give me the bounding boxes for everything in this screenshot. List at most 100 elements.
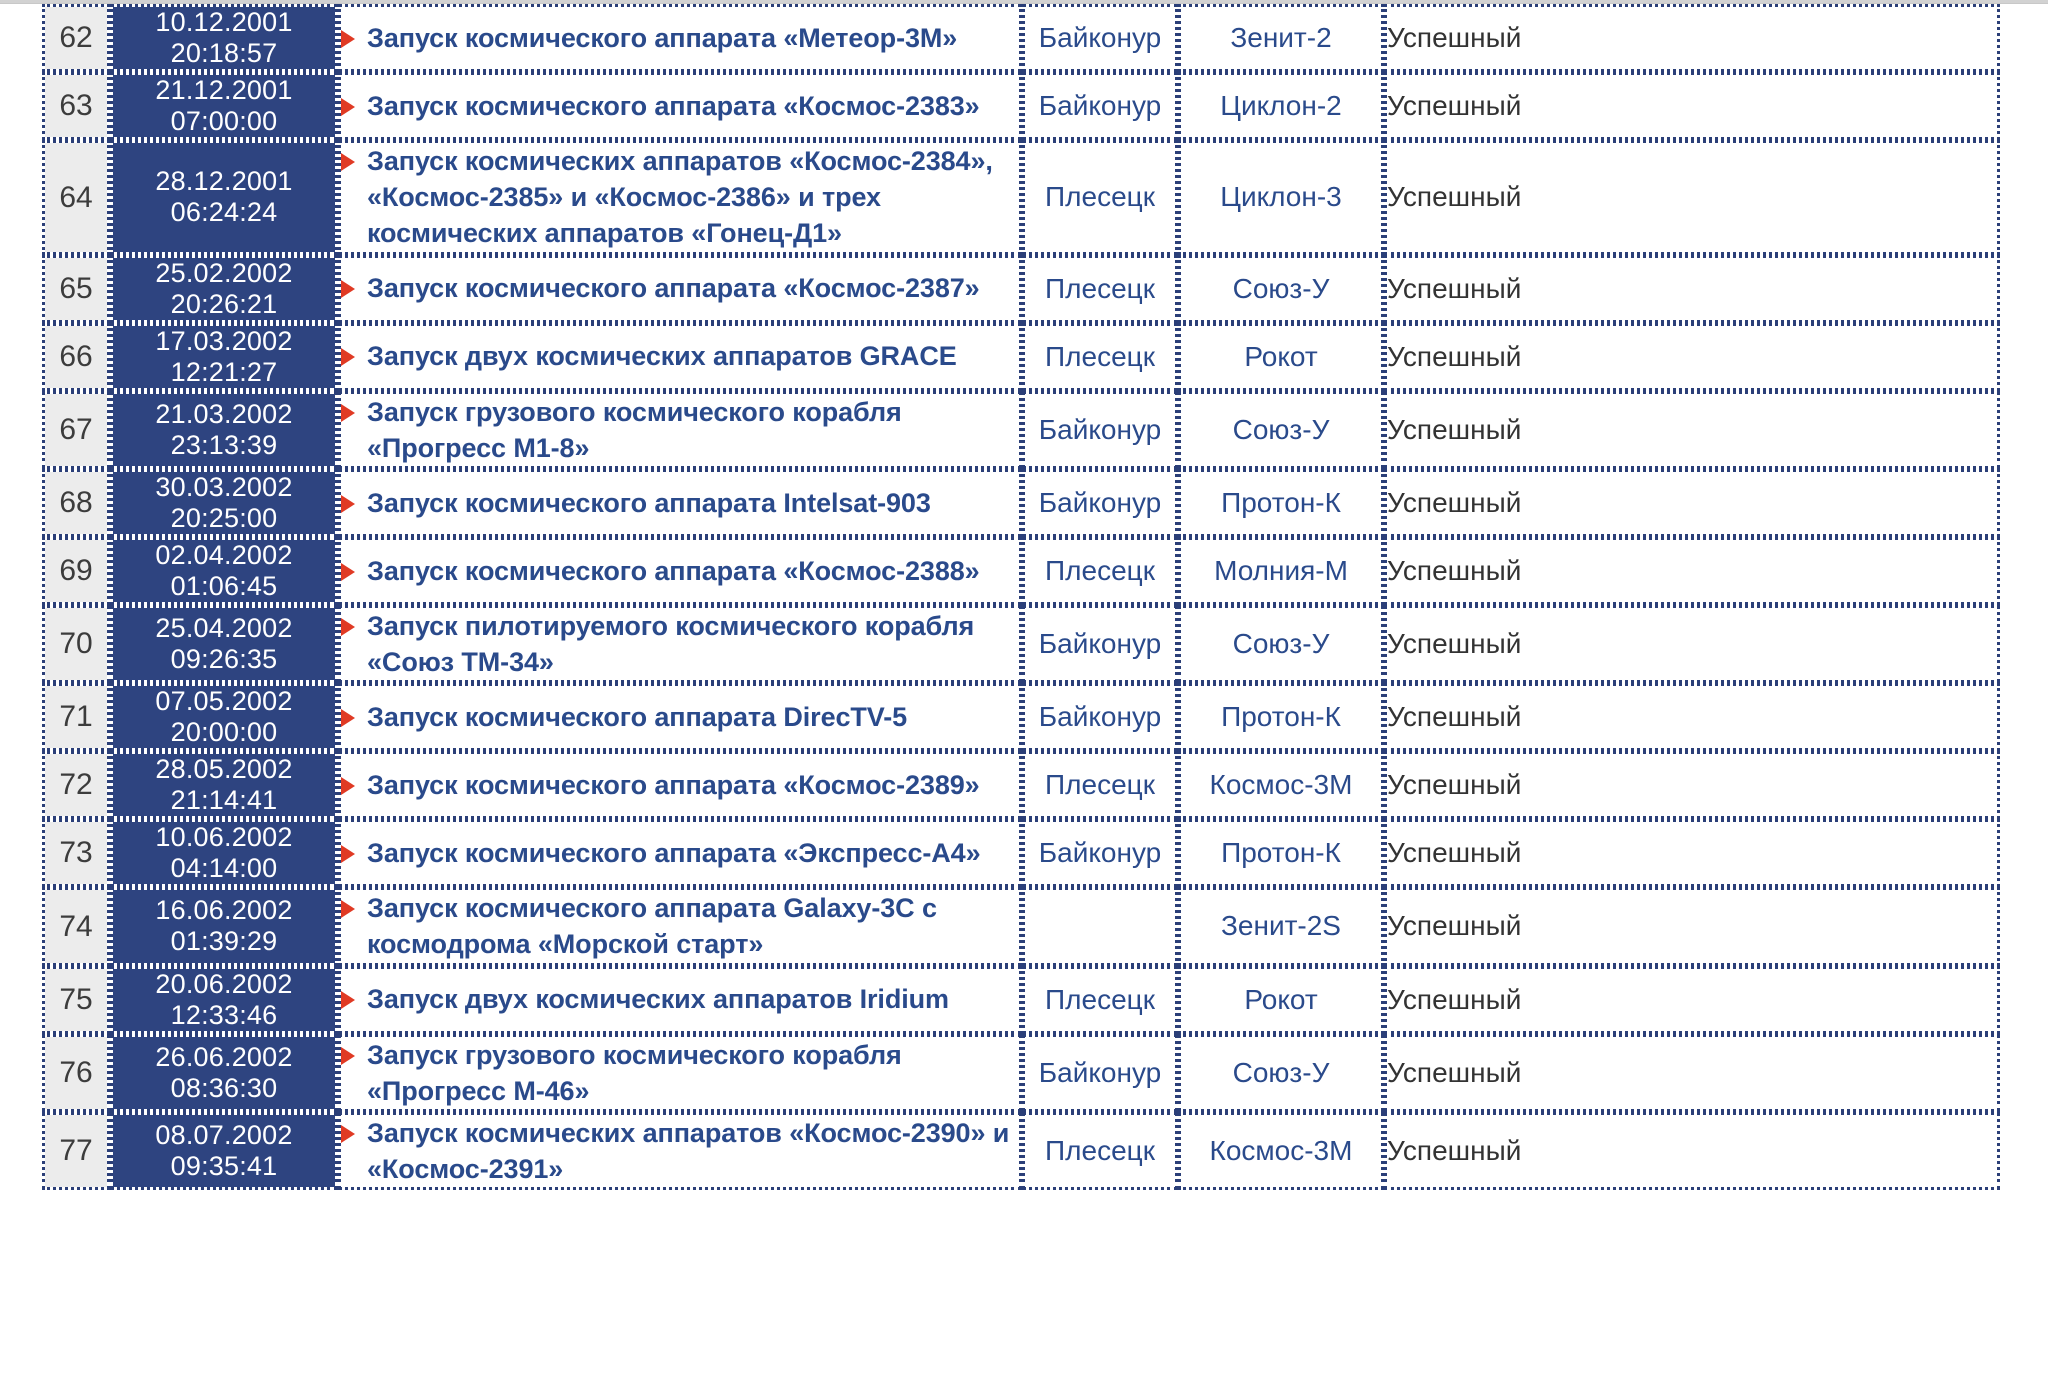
description-row: Запуск грузового космического корабля «П… [341,394,1019,466]
launch-description-link[interactable]: Запуск космического аппарата «Космос-238… [367,90,980,121]
launch-status-cell: Успешный [1384,72,2000,140]
launch-description-cell[interactable]: Запуск космического аппарата «Космос-238… [338,72,1022,140]
launch-datetime-cell: 28.05.2002 21:14:41 [110,751,338,820]
launch-description-cell[interactable]: Запуск космического аппарата DirecTV-5 [338,683,1022,752]
table-row: 68 30.03.2002 20:25:00 Запуск космического… [42,468,2000,537]
rocket-cell: Рокот [1178,322,1384,391]
description-row: Запуск космического аппарата «Метеор-3М» [341,20,1019,56]
triangle-bullet-icon [341,617,355,636]
row-number-cell: 73 [42,819,110,888]
table-row: 75 20.06.2002 12:33:46 Запуск двух космиче… [42,965,2000,1034]
row-number-cell: 77 [42,1111,110,1191]
rocket-cell: Союз-У [1178,1033,1384,1112]
cosmodrome-cell: Байконур [1022,390,1178,469]
launch-description-link[interactable]: Запуск космических аппаратов «Космос-239… [367,1117,1010,1185]
launch-description-link[interactable]: Запуск космического аппарата «Метеор-3М» [367,22,958,53]
launch-description-cell[interactable]: Запуск пилотируемого космического корабл… [338,604,1022,684]
launch-description-link[interactable]: Запуск космического аппарата «Экспресс-А… [367,838,981,869]
launch-datetime-cell: 30.03.2002 20:25:00 [110,468,338,537]
launch-datetime-cell: 28.12.2001 06:24:24 [110,140,338,255]
launch-description-link[interactable]: Запуск космического аппарата Galaxy-3C с… [367,893,937,960]
row-number-cell: 64 [42,140,110,255]
launch-description-link[interactable]: Запуск космических аппаратов «Космос-238… [367,146,993,249]
rocket-cell: Протон-К [1178,819,1384,888]
triangle-bullet-icon [341,1124,355,1143]
triangle-bullet-icon [341,900,355,919]
launch-description-cell[interactable]: Запуск космических аппаратов «Космос-239… [338,1111,1022,1191]
launch-status-cell: Успешный [1384,1111,2000,1191]
launch-description-link[interactable]: Запуск космического аппарата «Космос-238… [367,273,980,304]
launch-datetime-cell: 25.02.2002 20:26:21 [110,254,338,323]
table-row: 63 21.12.2001 07:00:00 Запуск космического… [42,72,2000,140]
rocket-cell: Космос-3М [1178,751,1384,820]
launch-description-cell[interactable]: Запуск космического аппарата «Экспресс-А… [338,819,1022,888]
cosmodrome-cell: Плесецк [1022,536,1178,605]
table-row: 70 25.04.2002 09:26:35 Запуск пилотируемог… [42,604,2000,684]
launch-description-cell[interactable]: Запуск космического аппарата Galaxy-3C с… [338,887,1022,966]
table-row: 64 28.12.2001 06:24:24 Запуск космических … [42,140,2000,255]
cosmodrome-cell: Плесецк [1022,254,1178,323]
rocket-cell: Циклон-3 [1178,140,1384,255]
launch-description-link[interactable]: Запуск двух космических аппаратов Iridiu… [367,984,949,1015]
triangle-bullet-icon [341,280,355,299]
launch-description-link[interactable]: Запуск космического аппарата DirecTV-5 [367,702,908,733]
rocket-cell: Космос-3М [1178,1111,1384,1191]
cosmodrome-cell: Байконур [1022,819,1178,888]
row-number-cell: 74 [42,887,110,966]
launch-status-cell: Успешный [1384,819,2000,888]
launch-datetime-cell: 02.04.2002 01:06:45 [110,536,338,605]
triangle-bullet-icon [341,562,355,581]
launch-datetime-cell: 10.12.2001 20:18:57 [110,4,338,72]
row-number-cell: 65 [42,254,110,323]
row-number-cell: 72 [42,751,110,820]
description-row: Запуск космического аппарата «Космос-238… [341,270,1019,306]
table-row: 77 08.07.2002 09:35:41 Запуск космических … [42,1111,2000,1191]
description-row: Запуск грузового космического корабля «П… [341,1037,1019,1109]
launch-description-cell[interactable]: Запуск космических аппаратов «Космос-238… [338,140,1022,255]
table-row: 67 21.03.2002 23:13:39 Запуск грузового ко… [42,390,2000,469]
launch-description-cell[interactable]: Запуск космического аппарата «Космос-238… [338,254,1022,323]
rocket-cell: Циклон-2 [1178,72,1384,140]
launch-description-cell[interactable]: Запуск двух космических аппаратов Iridiu… [338,965,1022,1034]
rocket-cell: Рокот [1178,965,1384,1034]
launch-description-cell[interactable]: Запуск двух космических аппаратов GRACE [338,322,1022,391]
launch-description-link[interactable]: Запуск космического аппарата «Космос-238… [367,555,980,586]
description-row: Запуск космических аппаратов «Космос-238… [341,143,1019,252]
table-row: 69 02.04.2002 01:06:45 Запуск космического… [42,536,2000,605]
launch-description-cell[interactable]: Запуск грузового космического корабля «П… [338,1033,1022,1112]
launch-datetime-cell: 20.06.2002 12:33:46 [110,965,338,1034]
rocket-cell: Зенит-2 [1178,4,1384,72]
table-row: 65 25.02.2002 20:26:21 Запуск космического… [42,254,2000,323]
launch-description-cell[interactable]: Запуск грузового космического корабля «П… [338,390,1022,469]
launch-status-cell: Успешный [1384,1033,2000,1112]
cosmodrome-cell: Байконур [1022,468,1178,537]
launch-status-cell: Успешный [1384,604,2000,684]
description-row: Запуск космического аппарата DirecTV-5 [341,699,1019,735]
rocket-cell: Союз-У [1178,390,1384,469]
cosmodrome-cell: Байконур [1022,1033,1178,1112]
launch-description-link[interactable]: Запуск двух космических аппаратов GRACE [367,341,957,372]
row-number-cell: 71 [42,683,110,752]
cosmodrome-cell: Байконур [1022,4,1178,72]
launch-datetime-cell: 21.12.2001 07:00:00 [110,72,338,140]
launch-description-link[interactable]: Запуск грузового космического корабля «П… [367,396,902,463]
launch-description-link[interactable]: Запуск космического аппарата Intelsat-90… [367,487,931,518]
triangle-bullet-icon [341,991,355,1010]
row-number-cell: 69 [42,536,110,605]
table-row: 73 10.06.2002 04:14:00 Запуск космического… [42,819,2000,888]
launch-description-cell[interactable]: Запуск космического аппарата «Космос-238… [338,751,1022,820]
rocket-cell: Протон-К [1178,468,1384,537]
launch-datetime-cell: 17.03.2002 12:21:27 [110,322,338,391]
launch-description-cell[interactable]: Запуск космического аппарата «Метеор-3М» [338,4,1022,72]
table-row: 71 07.05.2002 20:00:00 Запуск космического… [42,683,2000,752]
launch-description-link[interactable]: Запуск пилотируемого космического корабл… [367,610,975,678]
launch-description-link[interactable]: Запуск грузового космического корабля «П… [367,1039,902,1106]
launch-datetime-cell: 26.06.2002 08:36:30 [110,1033,338,1112]
launch-description-cell[interactable]: Запуск космического аппарата Intelsat-90… [338,468,1022,537]
row-number-cell: 76 [42,1033,110,1112]
cosmodrome-cell: Плесецк [1022,965,1178,1034]
launch-description-link[interactable]: Запуск космического аппарата «Космос-238… [367,770,980,801]
launch-description-cell[interactable]: Запуск космического аппарата «Космос-238… [338,536,1022,605]
row-number-cell: 67 [42,390,110,469]
launch-datetime-cell: 16.06.2002 01:39:29 [110,887,338,966]
